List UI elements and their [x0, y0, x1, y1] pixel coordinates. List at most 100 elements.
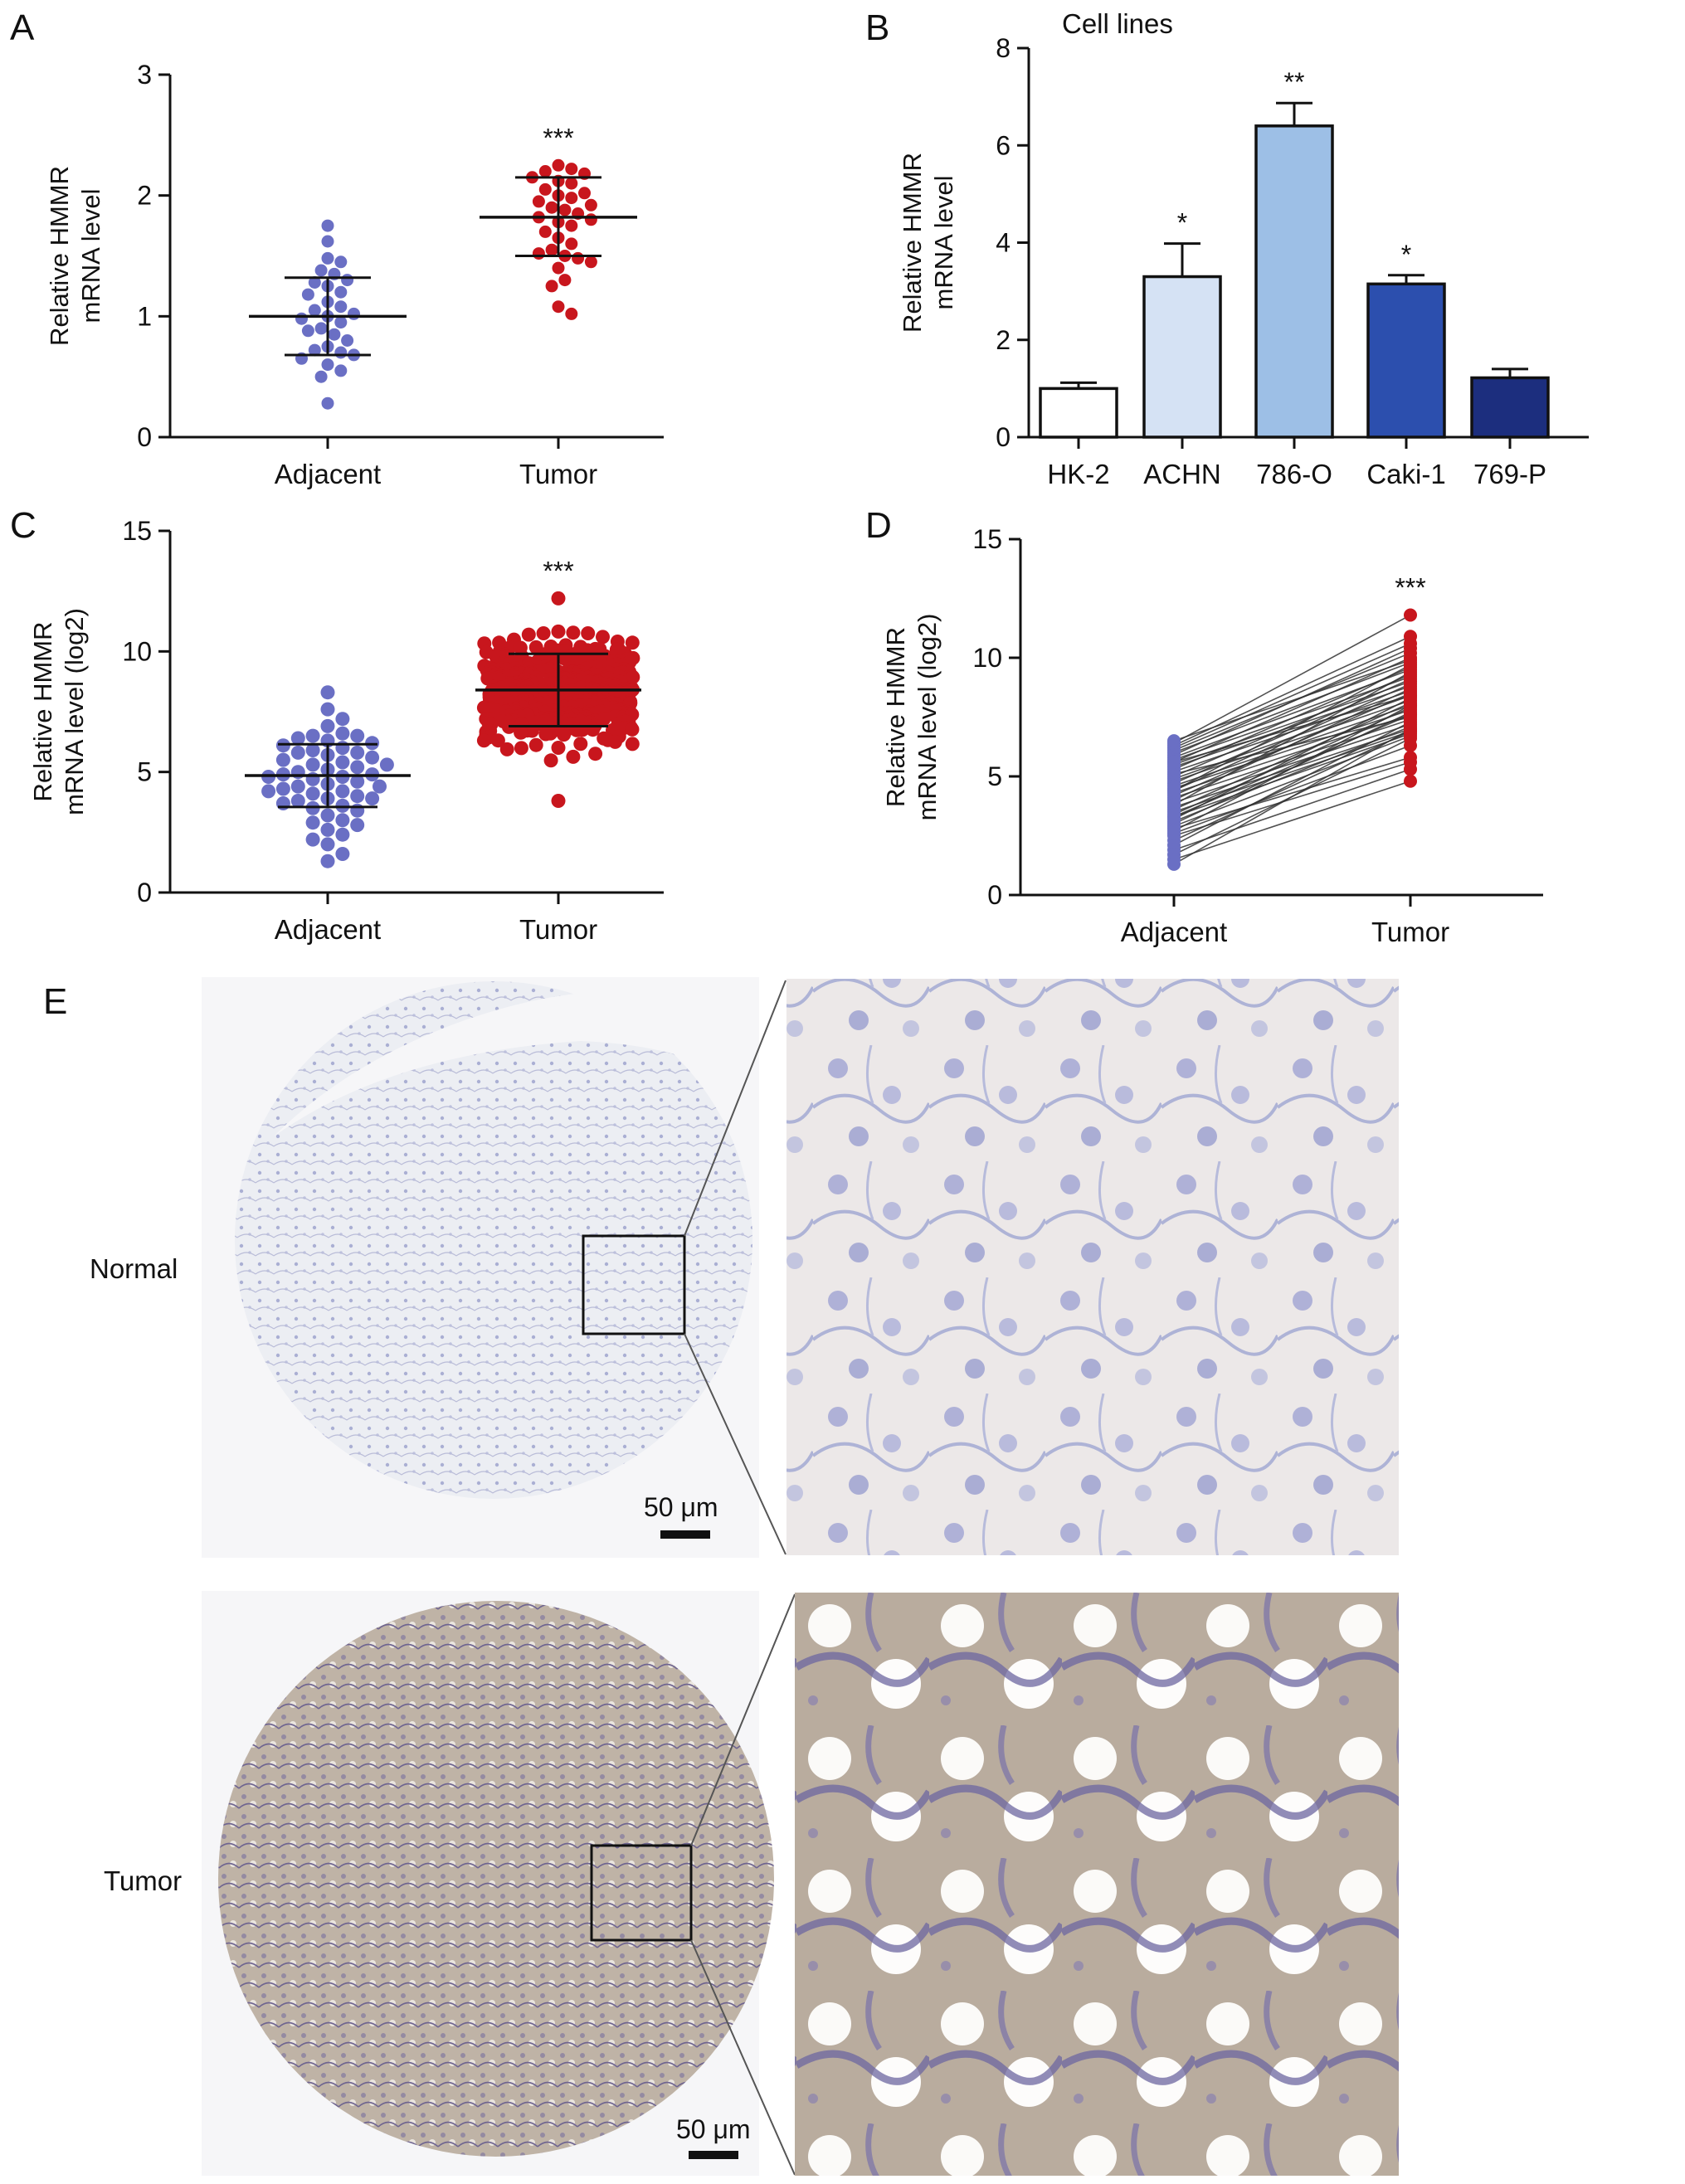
- tumor-point: [546, 202, 558, 214]
- tumor-point: [544, 753, 558, 767]
- normal-scale-label: 50 μm: [644, 1492, 718, 1522]
- adjacent-point: [348, 308, 360, 320]
- adjacent-point: [365, 751, 379, 765]
- y-tick-label: 8: [996, 33, 1011, 63]
- adjacent-point: [276, 796, 290, 810]
- tumor-point: [539, 165, 552, 178]
- tumor-point: [565, 163, 577, 175]
- tumor-point: [537, 626, 551, 640]
- tumor-point: [585, 213, 597, 226]
- y-axis-title: mRNA level (log2): [913, 614, 942, 821]
- adjacent-point: [322, 236, 334, 248]
- y-tick-label: 5: [137, 757, 152, 787]
- tumor-point: [514, 726, 528, 740]
- adjacent-point: [380, 757, 394, 771]
- tumor-point: [1404, 708, 1417, 722]
- tumor-point: [581, 626, 595, 640]
- tumor-point: [552, 625, 566, 639]
- adjacent-point: [302, 289, 314, 301]
- normal-zoom-image: [786, 979, 1399, 1555]
- adjacent-point: [335, 727, 349, 741]
- x-category-label: Tumor: [519, 459, 597, 489]
- adjacent-point: [321, 837, 335, 851]
- panel-letter-d: D: [865, 505, 892, 546]
- significance-mark: ***: [543, 123, 573, 153]
- normal-scale-bar: [660, 1530, 710, 1539]
- adjacent-point: [335, 828, 349, 842]
- y-axis-title: Relative HMMR: [881, 627, 910, 807]
- tumor-point: [565, 178, 577, 190]
- chart-d: 051015Adjacent TumorRelative HMMR mRNA lev…: [881, 524, 1543, 947]
- tumor-point: [546, 244, 558, 256]
- bar: [1144, 277, 1220, 437]
- y-axis-title: mRNA level (log2): [60, 608, 89, 815]
- adjacent-point: [334, 364, 347, 377]
- tumor-scale-label: 50 μm: [676, 2114, 751, 2144]
- normal-row-label: Normal: [90, 1253, 178, 1284]
- chart-title: Cell lines: [1062, 8, 1173, 39]
- adjacent-point: [306, 833, 320, 847]
- y-tick-label: 5: [987, 761, 1002, 791]
- tumor-point: [608, 735, 622, 749]
- y-axis-title: mRNA level: [929, 176, 958, 310]
- adjacent-point: [334, 316, 347, 328]
- bar: [1040, 388, 1117, 437]
- adjacent-point: [373, 780, 387, 794]
- tumor-point: [553, 300, 565, 313]
- x-category-label: ACHN: [1143, 459, 1221, 489]
- y-axis-title: Relative HMMR: [45, 166, 74, 346]
- significance-mark: ***: [1395, 573, 1425, 603]
- adjacent-point: [1167, 756, 1181, 769]
- adjacent-point: [334, 286, 347, 299]
- adjacent-point: [334, 300, 347, 313]
- tumor-point: [558, 204, 571, 216]
- y-tick-label: 2: [137, 181, 152, 211]
- significance-mark: ***: [543, 556, 573, 586]
- adjacent-point: [295, 313, 308, 325]
- y-tick-label: 4: [996, 228, 1011, 258]
- tumor-point: [538, 727, 553, 742]
- adjacent-point: [322, 397, 334, 410]
- tumor-point: [500, 742, 514, 756]
- y-tick-label: 10: [122, 636, 152, 666]
- significance-mark: *: [1401, 240, 1411, 270]
- x-category-label: 769-P: [1473, 459, 1546, 489]
- adjacent-point: [350, 760, 364, 774]
- tumor-point: [557, 727, 571, 742]
- adjacent-point: [334, 347, 347, 359]
- tumor-point: [1404, 775, 1417, 788]
- adjacent-point: [335, 847, 349, 861]
- adjacent-point: [306, 815, 320, 829]
- adjacent-point: [1167, 734, 1181, 747]
- y-tick-label: 15: [972, 524, 1002, 554]
- x-category-label: Tumor: [519, 914, 597, 945]
- tumor-point: [546, 280, 558, 292]
- adjacent-point: [1167, 827, 1181, 840]
- y-tick-label: 6: [996, 130, 1011, 160]
- significance-mark: **: [1284, 67, 1305, 97]
- adjacent-point: [341, 274, 353, 286]
- adjacent-point: [1167, 784, 1181, 797]
- panel-letter-e: E: [43, 981, 67, 1022]
- adjacent-point: [321, 685, 335, 699]
- tumor-zoom-image: [795, 1593, 1399, 2176]
- tumor-point: [1404, 654, 1417, 667]
- y-tick-label: 15: [122, 516, 152, 546]
- tumor-point: [533, 247, 545, 260]
- adjacent-point: [328, 328, 340, 341]
- y-tick-label: 1: [137, 301, 152, 331]
- adjacent-point: [334, 255, 347, 268]
- adjacent-point: [365, 791, 379, 805]
- adjacent-point: [341, 334, 353, 347]
- bar: [1472, 377, 1548, 437]
- tumor-point: [565, 237, 577, 250]
- adjacent-point: [322, 358, 334, 371]
- tumor-point: [585, 199, 597, 212]
- tumor-point: [596, 630, 610, 644]
- adjacent-point: [335, 813, 349, 827]
- tumor-point: [553, 262, 565, 275]
- adjacent-point: [315, 371, 328, 383]
- adjacent-point: [350, 746, 364, 760]
- tumor-point: [1404, 689, 1417, 703]
